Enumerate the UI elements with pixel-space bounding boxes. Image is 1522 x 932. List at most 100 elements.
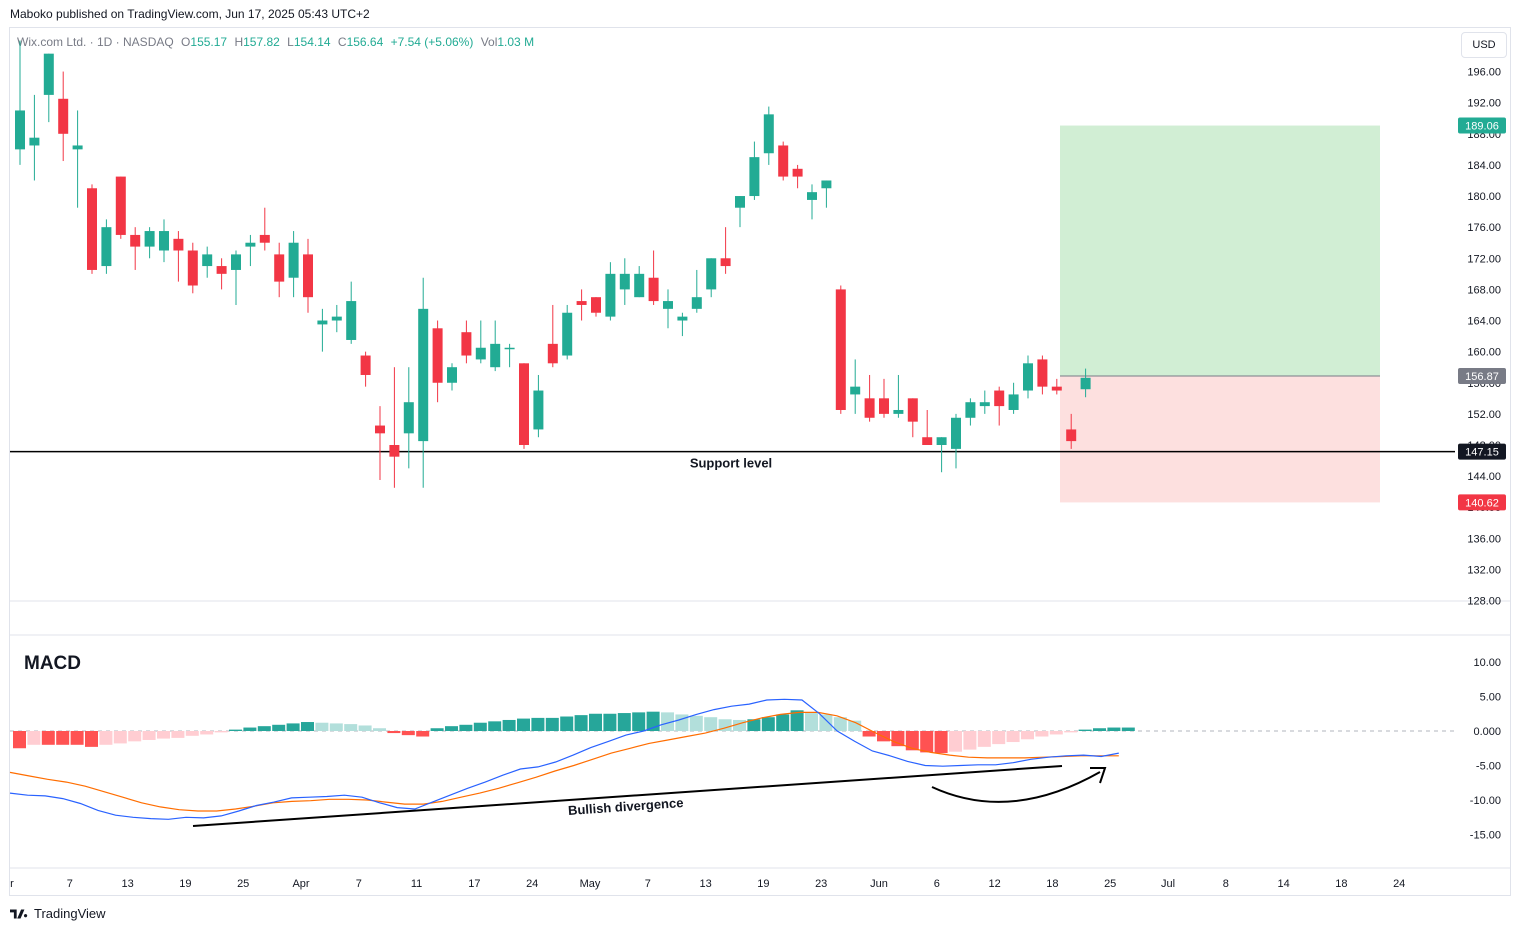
candle-body <box>720 258 731 267</box>
macd-histogram-bar <box>430 728 444 731</box>
macd-histogram-bar <box>56 731 70 745</box>
candle-body <box>677 316 688 321</box>
macd-signal-line <box>9 711 1119 812</box>
candle-body <box>879 398 889 414</box>
candle-body <box>159 231 169 251</box>
macd-histogram-bar <box>776 714 790 731</box>
candle-body <box>231 254 241 270</box>
macd-histogram-bar <box>689 715 703 731</box>
macd-histogram-bar <box>229 729 242 731</box>
support-level-label: Support level <box>690 456 772 471</box>
macd-histogram-bar <box>934 731 948 754</box>
macd-histogram-bar <box>113 731 127 744</box>
candle-body <box>87 188 97 270</box>
macd-histogram-bar <box>502 719 516 731</box>
macd-histogram-bar <box>128 731 142 742</box>
time-axis-tick: Apr <box>292 878 309 890</box>
candle-body <box>648 277 659 302</box>
candle-body <box>562 312 573 356</box>
candle-body <box>1023 363 1033 391</box>
time-axis-tick: 7 <box>67 878 73 890</box>
time-axis-tick: 6 <box>934 878 940 890</box>
price-axis-tick: 128.00 <box>1467 596 1501 608</box>
low-value: 154.14 <box>293 35 331 49</box>
macd-histogram-bar <box>286 723 300 731</box>
time-axis-tick: 17 <box>468 878 480 890</box>
price-axis-tick: 132.00 <box>1467 564 1501 576</box>
candle-body <box>216 266 227 274</box>
candle-body <box>533 390 544 430</box>
price-axis-tick: 144.00 <box>1467 471 1501 483</box>
price-axis-tick: 184.00 <box>1467 160 1501 172</box>
candle-body <box>547 343 558 364</box>
time-axis-tick: 12 <box>988 878 1000 890</box>
macd-histogram-bar <box>70 731 84 745</box>
macd-histogram-bar <box>574 715 588 731</box>
macd-histogram-bar <box>718 719 732 731</box>
close-value: 156.64 <box>346 35 384 49</box>
macd-histogram-bar <box>704 717 718 731</box>
macd-axis-tick: 10.00 <box>1473 657 1501 669</box>
macd-histogram-bar <box>977 731 991 747</box>
time-axis-tick: 19 <box>179 878 191 890</box>
macd-histogram-bar <box>531 717 545 731</box>
macd-histogram-bar <box>1093 728 1106 731</box>
price-axis-tick: 160.00 <box>1467 347 1501 359</box>
macd-histogram-bar <box>27 731 41 745</box>
candle-body <box>360 355 371 375</box>
macd-histogram-bar <box>185 731 199 736</box>
time-axis-tick: 8 <box>1223 878 1229 890</box>
candle-body <box>418 308 429 442</box>
macd-histogram-bar <box>459 724 473 731</box>
time-axis-tick: 25 <box>1104 878 1116 890</box>
price-axis-tick: 152.00 <box>1467 409 1501 421</box>
time-axis-tick: 18 <box>1335 878 1347 890</box>
chart-frame <box>9 27 1511 896</box>
time-axis-tick: 24 <box>526 878 538 890</box>
candle-body <box>504 347 515 350</box>
macd-histogram-bar <box>1107 727 1121 731</box>
candle-body <box>15 110 25 150</box>
candle-body <box>29 137 40 146</box>
currency-button[interactable]: USD <box>1461 32 1507 58</box>
macd-histogram-bar <box>1035 731 1049 737</box>
macd-histogram-bar <box>617 713 631 731</box>
candle-body <box>778 145 789 177</box>
price-tag-box <box>1458 494 1506 511</box>
macd-histogram-bar <box>790 710 804 731</box>
time-axis-tick: 7 <box>356 878 362 890</box>
macd-histogram-bar <box>157 731 170 739</box>
macd-histogram-bar <box>805 713 818 731</box>
candle-body <box>907 398 918 422</box>
divergence-line <box>192 765 1063 827</box>
macd-histogram-bar <box>358 725 372 731</box>
macd-histogram-bar <box>545 717 559 731</box>
price-axis-tick: 172.00 <box>1467 253 1501 265</box>
candle-body <box>792 168 803 177</box>
footer-brand[interactable]: TradingView <box>10 906 106 921</box>
macd-histogram-bar <box>488 721 502 731</box>
candle-body <box>1037 359 1048 387</box>
time-axis-tick: 24 <box>1393 878 1405 890</box>
candle-body <box>389 445 400 457</box>
symbol-name[interactable]: Wix.com Ltd. · 1D · NASDAQ <box>17 35 174 49</box>
candle-body <box>187 250 198 286</box>
candle-body <box>850 386 861 395</box>
candle-body <box>691 297 702 309</box>
candle-body <box>576 301 587 305</box>
candle-body <box>1008 394 1019 410</box>
macd-histogram-bar <box>373 728 386 731</box>
macd-histogram-bar <box>315 722 329 731</box>
macd-histogram-bar <box>632 712 646 731</box>
candle-body <box>807 192 817 200</box>
candle-body <box>965 402 976 418</box>
low-label: L <box>287 35 294 49</box>
macd-histogram-bar <box>200 731 214 735</box>
time-axis-tick: 11 <box>411 878 422 890</box>
candle-body <box>605 273 616 317</box>
candle-body <box>447 367 457 383</box>
price-axis-tick: 192.00 <box>1467 98 1501 110</box>
macd-histogram-bar <box>819 714 833 731</box>
curved-arrow-icon <box>931 771 1101 803</box>
